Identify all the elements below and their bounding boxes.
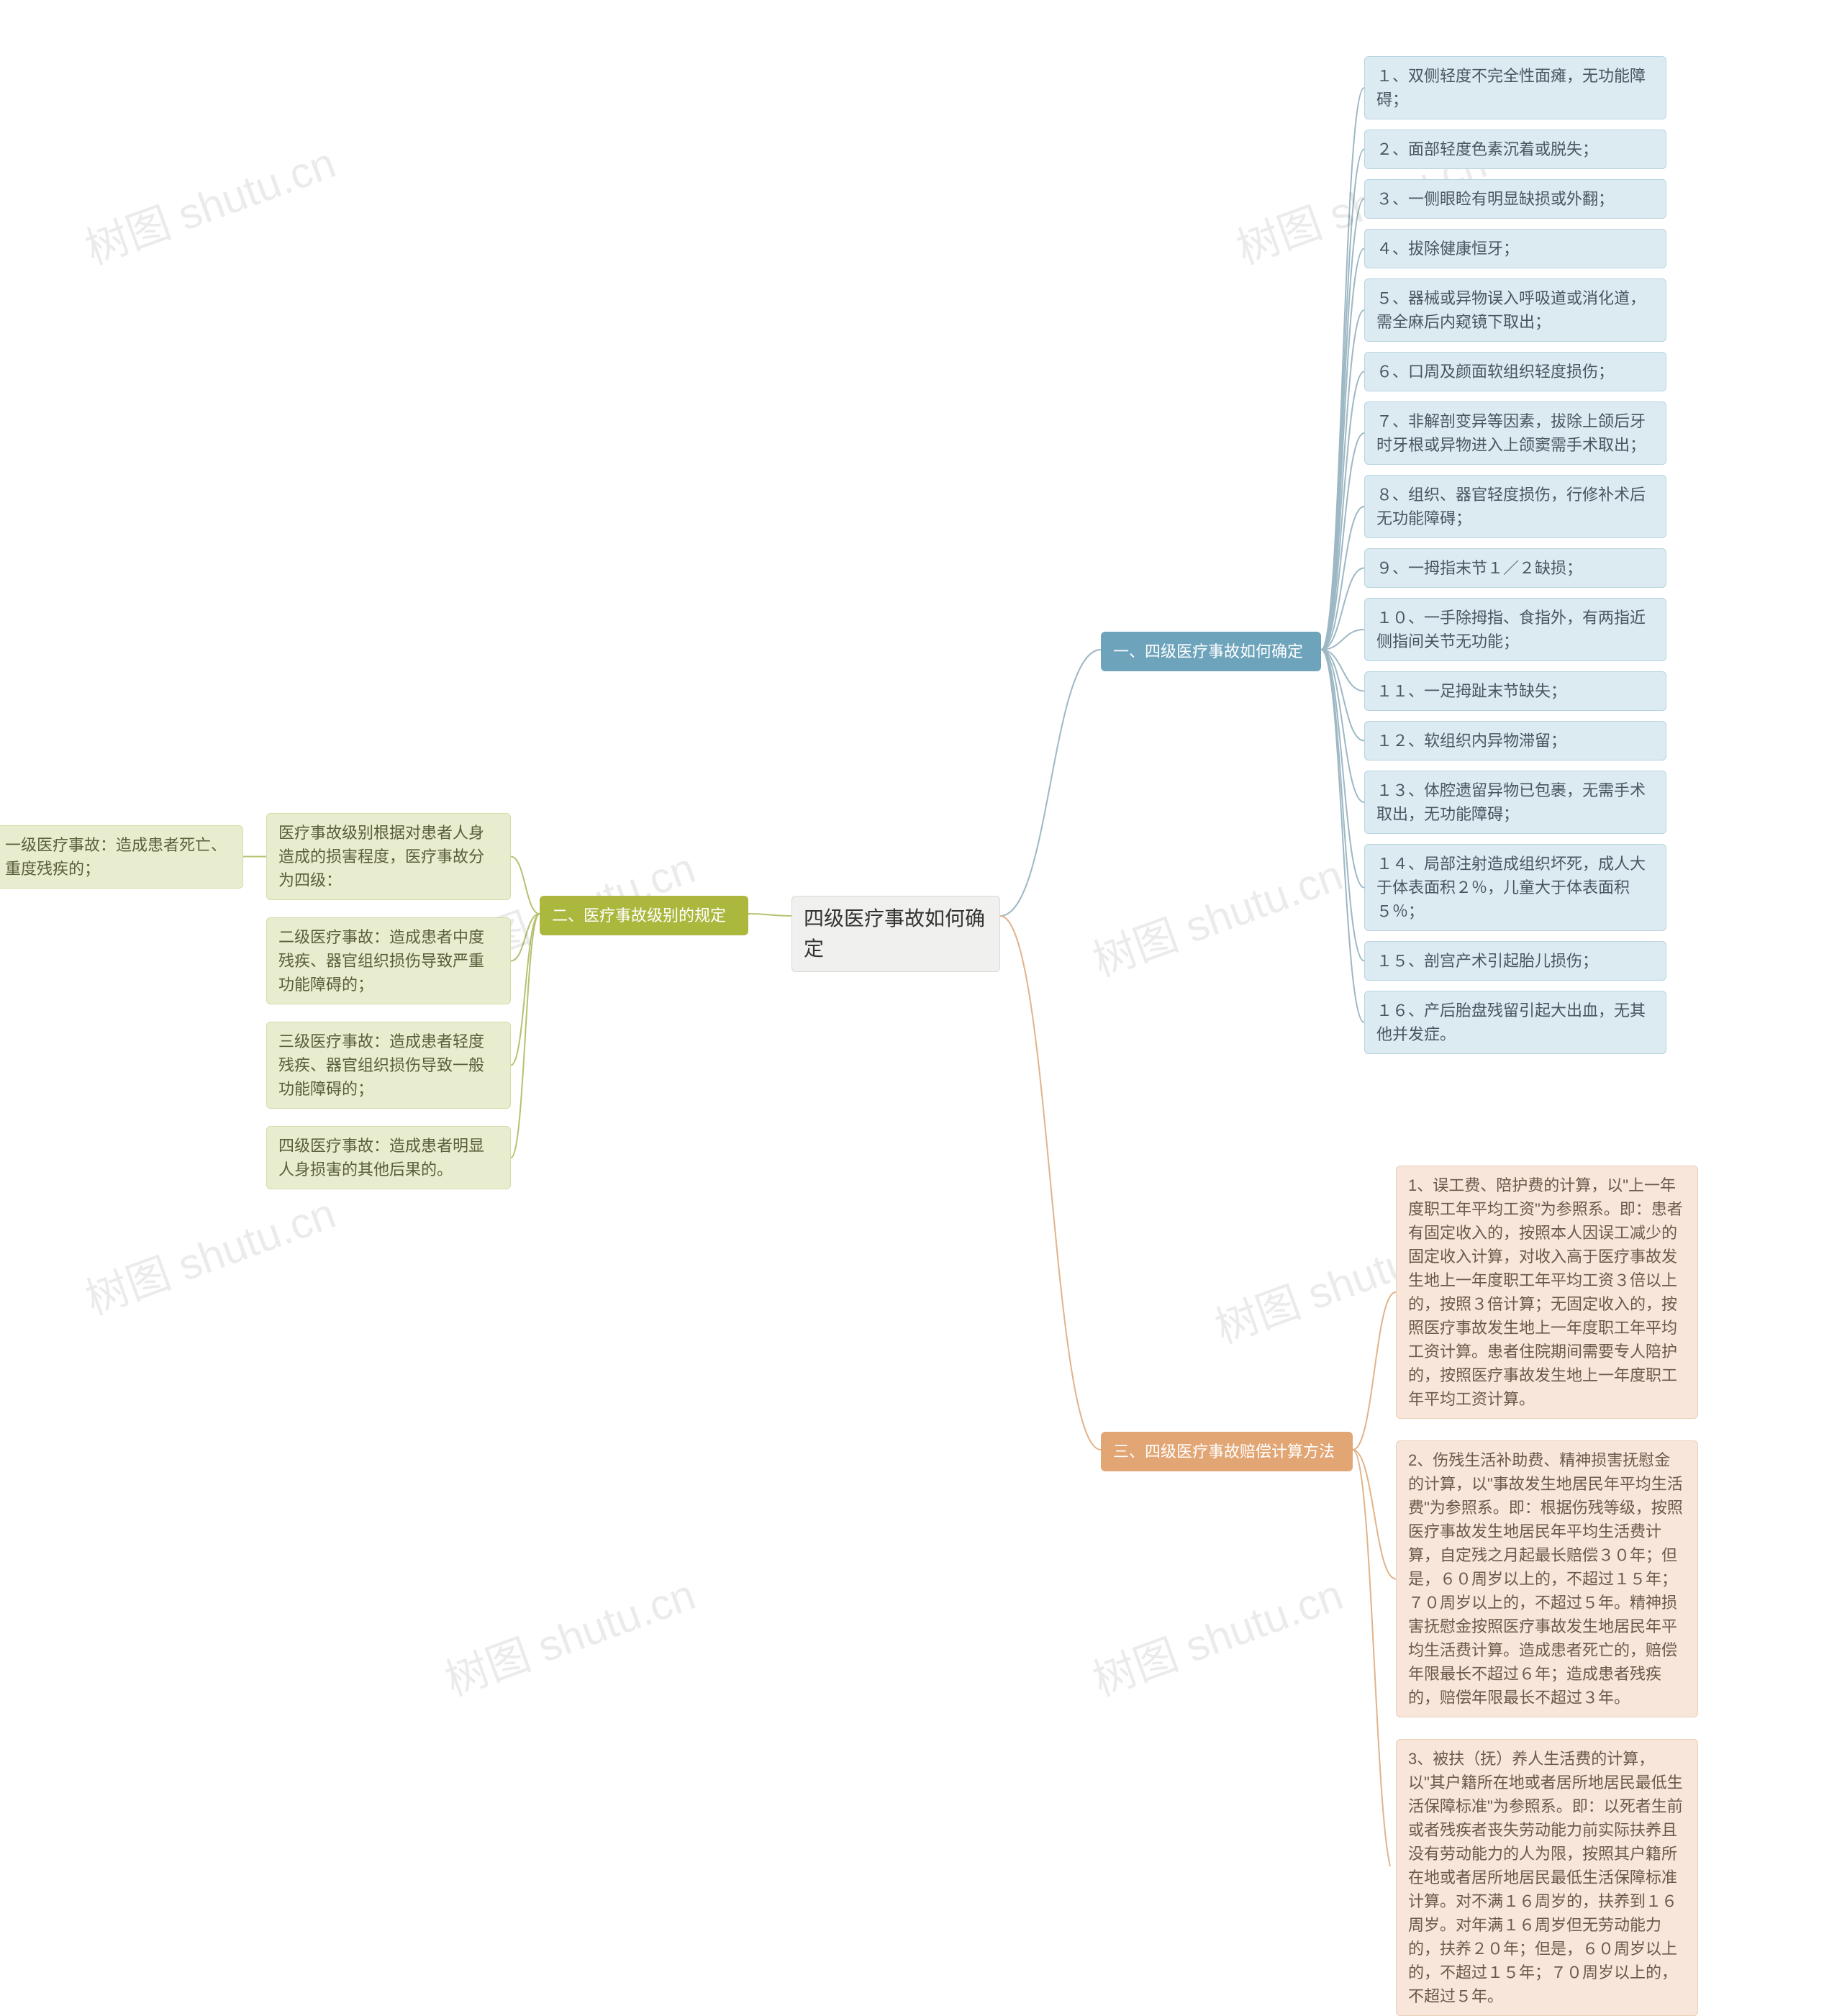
watermark: 树图 shutu.cn bbox=[76, 1179, 342, 1327]
leaf-node: 四级医疗事故：造成患者明显人身损害的其他后果的。 bbox=[266, 1126, 511, 1189]
leaf-node: １５、剖宫产术引起胎儿损伤； bbox=[1364, 941, 1666, 981]
leaf-node: １２、软组织内异物滞留； bbox=[1364, 721, 1666, 760]
leaf-node: １、双侧轻度不完全性面瘫，无功能障碍； bbox=[1364, 56, 1666, 119]
leaf-node: ５、器械或异物误入呼吸道或消化道，需全麻后内窥镜下取出； bbox=[1364, 278, 1666, 342]
leaf-node: ７、非解剖变异等因素，拔除上颌后牙时牙根或异物进入上颌窦需手术取出； bbox=[1364, 401, 1666, 465]
leaf-node: 二级医疗事故：造成患者中度残疾、器官组织损伤导致严重功能障碍的； bbox=[266, 917, 511, 1004]
leaf-node: １０、一手除拇指、食指外，有两指近侧指间关节无功能； bbox=[1364, 598, 1666, 661]
watermark: 树图 shutu.cn bbox=[435, 1560, 702, 1708]
branch-title: 一、四级医疗事故如何确定 bbox=[1101, 632, 1321, 671]
root-node: 四级医疗事故如何确定 bbox=[791, 896, 1000, 972]
leaf-node: １３、体腔遗留异物已包裹，无需手术取出，无功能障碍； bbox=[1364, 771, 1666, 834]
watermark: 树图 shutu.cn bbox=[1083, 840, 1350, 989]
leaf-node: 1、误工费、陪护费的计算，以"上一年度职工年平均工资"为参照系。即：患者有固定收… bbox=[1396, 1166, 1698, 1419]
leaf-node: ３、一侧眼睑有明显缺损或外翻； bbox=[1364, 179, 1666, 219]
branch-title: 二、医疗事故级别的规定 bbox=[540, 896, 748, 935]
leaf-node: １４、局部注射造成组织坏死，成人大于体表面积２％，儿童大于体表面积５％； bbox=[1364, 844, 1666, 931]
leaf-node: ２、面部轻度色素沉着或脱失； bbox=[1364, 130, 1666, 169]
leaf-node: １１、一足拇趾末节缺失； bbox=[1364, 671, 1666, 711]
watermark: 树图 shutu.cn bbox=[76, 128, 342, 276]
leaf-node: 一级医疗事故：造成患者死亡、重度残疾的； bbox=[0, 825, 243, 889]
watermark: 树图 shutu.cn bbox=[1083, 1560, 1350, 1708]
leaf-node: 医疗事故级别根据对患者人身造成的损害程度，医疗事故分为四级： bbox=[266, 813, 511, 900]
branch-title: 三、四级医疗事故赔偿计算方法 bbox=[1101, 1432, 1353, 1471]
mindmap-canvas: 树图 shutu.cn 树图 shutu.cn 树图 shutu.cn 树图 shut… bbox=[0, 0, 1842, 1866]
leaf-node: 三级医疗事故：造成患者轻度残疾、器官组织损伤导致一般功能障碍的； bbox=[266, 1022, 511, 1109]
leaf-node: 3、被扶（抚）养人生活费的计算，以"其户籍所在地或者居所地居民最低生活保障标准"… bbox=[1396, 1739, 1698, 2016]
leaf-node: ６、口周及颜面软组织轻度损伤； bbox=[1364, 352, 1666, 391]
leaf-node: 2、伤残生活补助费、精神损害抚慰金的计算，以"事故发生地居民年平均生活费"为参照… bbox=[1396, 1440, 1698, 1717]
leaf-node: ４、拔除健康恒牙； bbox=[1364, 229, 1666, 268]
leaf-node: １６、产后胎盘残留引起大出血，无其他并发症。 bbox=[1364, 991, 1666, 1054]
leaf-node: ９、一拇指末节１／２缺损； bbox=[1364, 548, 1666, 588]
leaf-node: ８、组织、器官轻度损伤，行修补术后无功能障碍； bbox=[1364, 475, 1666, 538]
